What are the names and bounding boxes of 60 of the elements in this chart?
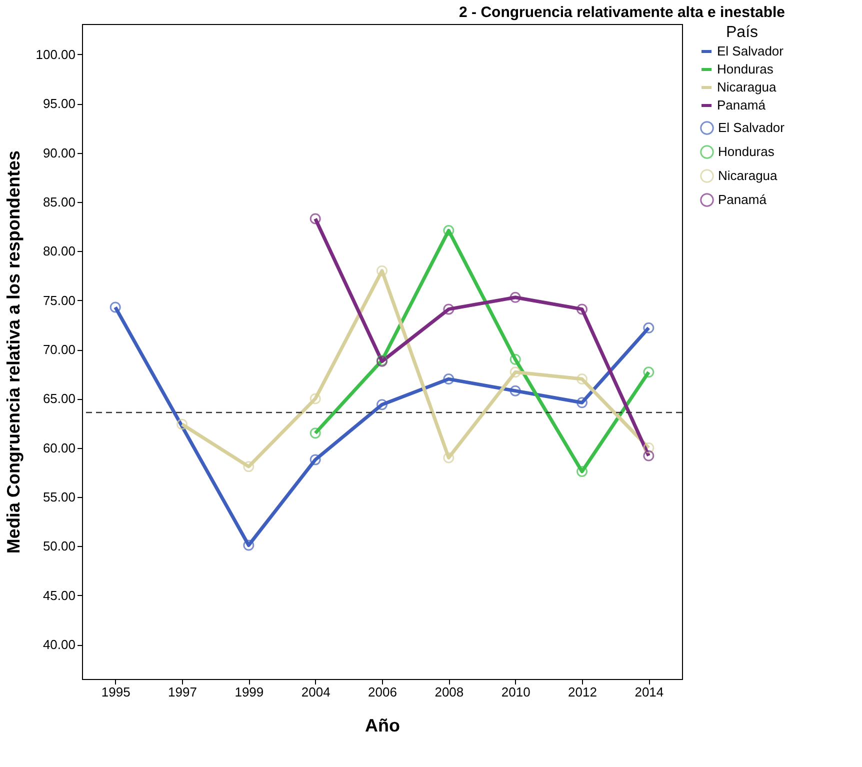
x-tick-label: 2008 <box>434 684 464 700</box>
legend-label: Honduras <box>718 144 775 159</box>
point <box>643 322 654 334</box>
text: Honduras <box>717 62 774 76</box>
y-tick-label: 55.00 <box>42 490 76 505</box>
x-axis-title: Año <box>365 716 400 736</box>
point <box>643 442 654 454</box>
y-tick-label: 60.00 <box>42 440 76 456</box>
point <box>243 461 254 472</box>
x-tick-label: 2006 <box>368 684 397 700</box>
legend-label: Panamá <box>718 192 768 207</box>
point <box>576 374 588 385</box>
point <box>310 393 321 404</box>
point <box>310 454 321 466</box>
point <box>510 385 521 396</box>
x-tick-label: 2010 <box>501 684 530 700</box>
point <box>576 304 588 315</box>
y-tick-label: 75.00 <box>42 292 76 308</box>
point <box>443 225 454 236</box>
point <box>510 366 521 378</box>
text: Panamá <box>717 98 766 112</box>
point <box>110 302 121 313</box>
y-tick-label: 70.00 <box>42 342 76 358</box>
y-tick-label: 50.00 <box>42 538 76 554</box>
legend-label: Nicaragua <box>718 168 778 183</box>
x-tick-label: 2012 <box>568 684 597 700</box>
point <box>176 418 188 430</box>
y-tick-label: 40.00 <box>42 637 76 652</box>
y-tick-label: 85.00 <box>42 194 76 210</box>
y-axis-title: Media Congruencia relativa a los respondentes <box>4 150 24 554</box>
point <box>443 304 454 315</box>
legend-title: País <box>726 24 758 41</box>
y-tick-label: 100.00 <box>36 46 76 62</box>
point <box>510 292 521 303</box>
point <box>376 399 388 410</box>
x-tick-label: 1995 <box>101 684 130 700</box>
point <box>643 450 654 462</box>
point <box>443 452 454 464</box>
point <box>443 374 454 385</box>
point <box>510 354 521 365</box>
x-tick-label: 2014 <box>634 684 664 700</box>
chart-title: 2 - Congruencia relativamente alta e inestable <box>459 4 785 21</box>
point <box>310 213 321 224</box>
x-tick-label: 2004 <box>301 684 330 700</box>
text: Nicaragua <box>717 80 776 94</box>
point <box>643 366 654 378</box>
y-tick-label: 45.00 <box>42 588 76 603</box>
point <box>310 428 321 439</box>
x-tick-label: 1999 <box>234 684 264 700</box>
y-tick-label: 80.00 <box>42 244 76 259</box>
point <box>576 397 588 408</box>
y-tick-label: 65.00 <box>42 391 76 406</box>
x-tick-label: 1997 <box>168 684 197 700</box>
y-tick-label: 90.00 <box>42 145 76 160</box>
point <box>576 466 588 477</box>
text: El Salvador <box>717 44 784 58</box>
y-tick-label: 95.00 <box>42 96 76 112</box>
point <box>376 265 388 276</box>
legend-label: El Salvador <box>718 120 786 135</box>
point <box>243 540 254 551</box>
